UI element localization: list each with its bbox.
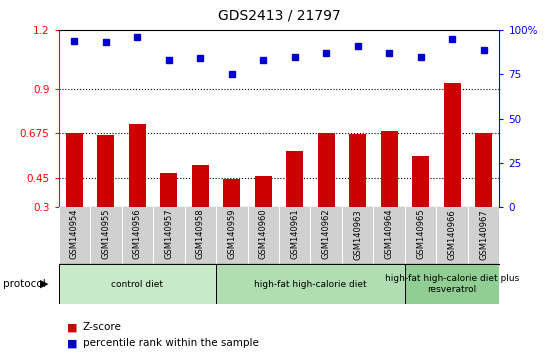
Text: GSM140956: GSM140956	[133, 209, 142, 259]
Text: protocol: protocol	[3, 279, 46, 289]
Text: GDS2413 / 21797: GDS2413 / 21797	[218, 9, 340, 23]
Bar	[223, 178, 240, 207]
Text: GSM140961: GSM140961	[290, 209, 299, 259]
Bar	[444, 83, 461, 207]
Bar	[129, 125, 146, 207]
Bar	[475, 133, 492, 207]
Text: GSM140963: GSM140963	[353, 209, 362, 259]
Bar	[216, 264, 405, 304]
Text: GSM140954: GSM140954	[70, 209, 79, 259]
Text: percentile rank within the sample: percentile rank within the sample	[83, 338, 258, 348]
Text: GSM140966: GSM140966	[448, 209, 456, 259]
Text: GSM140958: GSM140958	[196, 209, 205, 259]
Text: control diet: control diet	[111, 280, 163, 289]
Text: GSM140959: GSM140959	[227, 209, 236, 259]
Text: ■: ■	[67, 322, 78, 332]
Text: GSM140967: GSM140967	[479, 209, 488, 259]
Bar	[381, 131, 398, 207]
Bar	[191, 165, 209, 207]
Text: GSM140955: GSM140955	[102, 209, 110, 259]
Bar	[160, 173, 177, 207]
Text: ■: ■	[67, 338, 78, 348]
Bar	[318, 133, 335, 207]
Bar	[405, 264, 499, 304]
Bar	[66, 133, 83, 207]
Bar	[412, 156, 429, 207]
Text: GSM140964: GSM140964	[384, 209, 394, 259]
Text: ▶: ▶	[40, 279, 48, 289]
Text: Z-score: Z-score	[83, 322, 122, 332]
Text: high-fat high-calorie diet: high-fat high-calorie diet	[254, 280, 367, 289]
Bar	[349, 134, 367, 207]
Bar	[59, 264, 216, 304]
Bar	[286, 151, 304, 207]
Text: GSM140957: GSM140957	[164, 209, 174, 259]
Text: GSM140965: GSM140965	[416, 209, 425, 259]
Text: high-fat high-calorie diet plus
resveratrol: high-fat high-calorie diet plus resverat…	[385, 274, 519, 294]
Bar	[97, 135, 114, 207]
Bar	[254, 176, 272, 207]
Text: GSM140960: GSM140960	[259, 209, 268, 259]
Text: GSM140962: GSM140962	[322, 209, 331, 259]
